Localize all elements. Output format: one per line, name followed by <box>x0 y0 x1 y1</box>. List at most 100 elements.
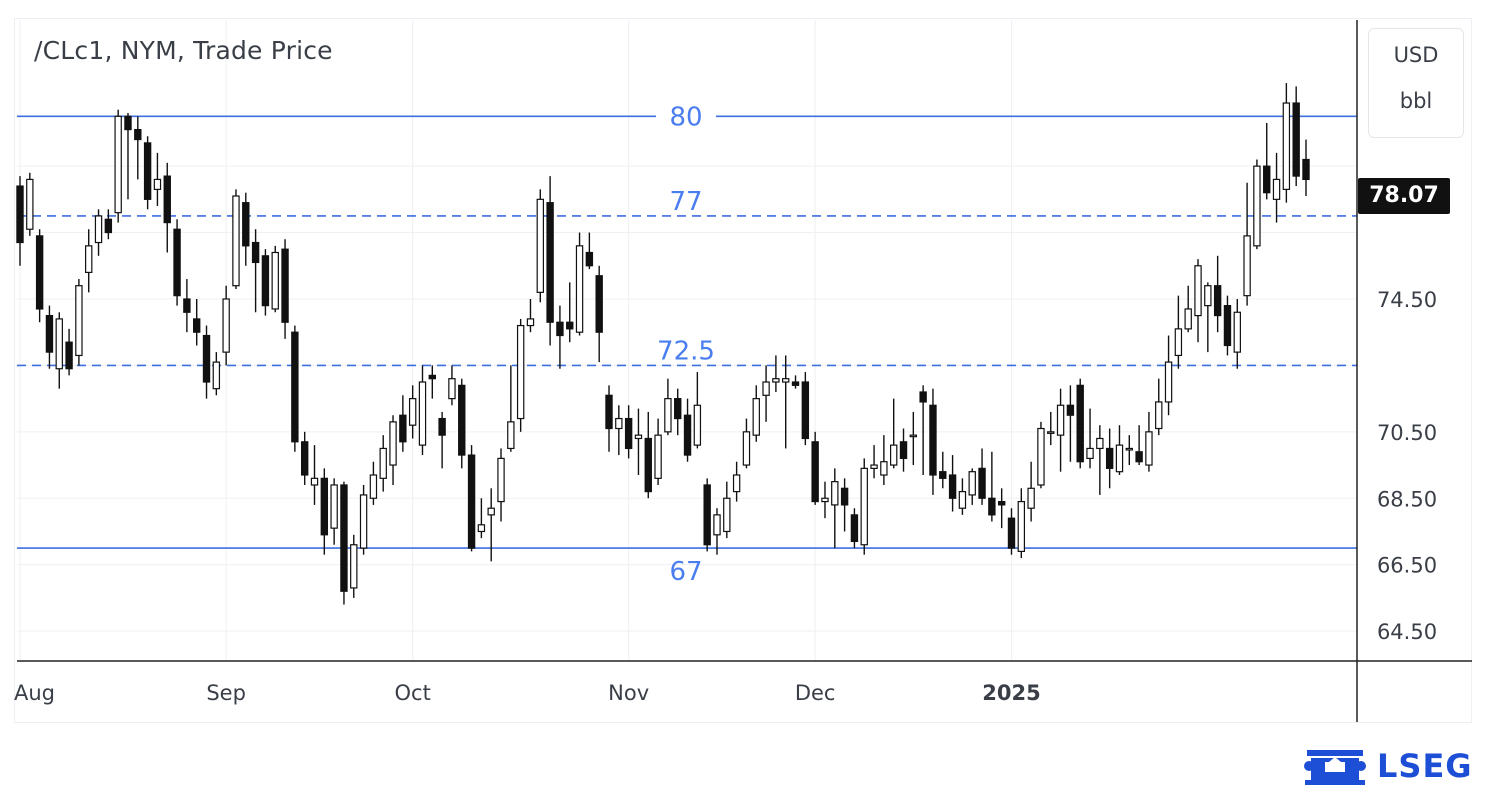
candle <box>35 229 44 323</box>
candle <box>1037 421 1045 489</box>
candle-body-down <box>281 248 289 323</box>
candle-body-up <box>1155 401 1163 430</box>
candle-body-down <box>683 414 692 456</box>
candle-body-up <box>831 481 839 506</box>
lseg-wordmark: LSEG <box>1377 747 1473 785</box>
candle-body-up <box>379 447 387 479</box>
y-tick-label: 70.50 <box>1377 421 1437 445</box>
candle <box>1194 259 1202 343</box>
candle-body-up <box>389 421 397 466</box>
candle-body-down <box>183 298 191 313</box>
candle <box>428 365 437 399</box>
candle <box>1263 122 1271 200</box>
candle <box>16 176 24 266</box>
candle <box>683 398 692 462</box>
candle <box>1204 282 1212 353</box>
candle-body-up <box>232 195 240 287</box>
candle-body-down <box>134 129 142 141</box>
candle <box>791 375 800 389</box>
candle <box>418 365 427 456</box>
candle-body-up <box>1125 447 1133 451</box>
candle <box>821 481 829 519</box>
candle-body-up <box>1194 265 1202 317</box>
candle-body-down <box>261 255 270 307</box>
y-tick-label: 74.50 <box>1377 288 1437 312</box>
candle <box>958 478 967 515</box>
candle <box>222 285 230 366</box>
y-tick-label: 66.50 <box>1377 554 1437 578</box>
candle-body-down <box>1105 447 1114 469</box>
candle <box>1096 425 1104 495</box>
candle <box>507 365 515 452</box>
candle <box>1282 83 1291 203</box>
candle-body-up <box>516 324 525 420</box>
candle <box>242 192 250 266</box>
candle <box>703 478 711 552</box>
candle-body-up <box>507 421 515 450</box>
candle-body-down <box>978 467 986 499</box>
candle <box>487 488 495 562</box>
candle-body-up <box>75 285 83 357</box>
candle <box>919 385 927 476</box>
candle-body-up <box>94 215 103 244</box>
candle <box>968 468 976 505</box>
candle <box>585 232 594 270</box>
candle <box>615 405 623 456</box>
candle-body-down <box>143 142 152 200</box>
candle-body-up <box>1204 285 1212 307</box>
unit-selector[interactable]: USD bbl <box>1368 28 1464 138</box>
candle-body-down <box>850 514 859 543</box>
candle <box>1155 378 1163 436</box>
candle-body-up <box>350 544 358 589</box>
price-levels: 80 77 72.5 67 <box>17 102 1357 587</box>
candle <box>762 365 770 422</box>
candle <box>232 189 240 290</box>
candle <box>1066 385 1075 462</box>
candle-body-up <box>310 477 319 486</box>
candle-body-down <box>1302 158 1310 181</box>
candle <box>1115 425 1124 476</box>
candle-body-down <box>458 384 466 456</box>
candle-body-up <box>860 467 868 546</box>
level-label-80: 80 <box>669 102 702 132</box>
candle-body-down <box>1292 102 1300 177</box>
candle <box>575 232 584 336</box>
candle <box>104 209 113 240</box>
candle <box>860 458 868 555</box>
candle-body-up <box>526 318 535 327</box>
candle-body-up <box>1086 447 1094 460</box>
candle <box>202 325 211 399</box>
candle-body-down <box>546 202 554 323</box>
candle <box>183 279 191 333</box>
candle <box>929 388 937 495</box>
candle <box>1086 408 1094 469</box>
candle-body-down <box>997 500 1006 506</box>
candle-body-up <box>418 381 427 446</box>
candle <box>1017 488 1026 559</box>
candle <box>261 249 270 316</box>
candle <box>143 136 152 210</box>
candle <box>26 172 34 236</box>
candle <box>889 398 898 469</box>
x-tick-label: Aug <box>14 681 55 705</box>
candle <box>899 428 908 472</box>
candle <box>948 455 957 512</box>
candle <box>448 365 456 406</box>
candle <box>1243 182 1251 306</box>
candle-body-down <box>467 454 476 549</box>
candle-body-down <box>45 314 54 353</box>
candle-body-up <box>26 178 34 230</box>
y-tick-label: 64.50 <box>1377 620 1437 644</box>
level-label-80-backing <box>656 111 716 122</box>
candle <box>939 451 947 489</box>
candle-body-down <box>242 202 250 247</box>
candle-body-down <box>340 484 348 592</box>
level-label-72.5: 72.5 <box>657 336 715 366</box>
candle <box>1292 86 1300 187</box>
candle <box>340 481 348 605</box>
candle <box>909 411 918 466</box>
candle <box>634 408 643 476</box>
candle-body-down <box>899 441 908 460</box>
candle <box>674 388 682 436</box>
